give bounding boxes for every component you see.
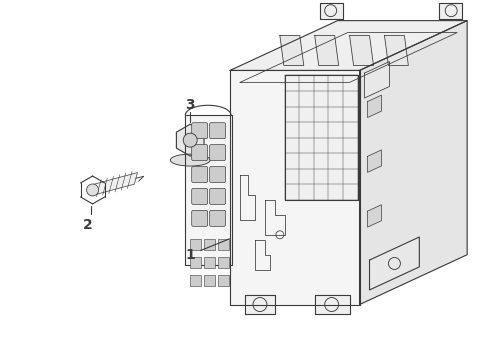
- Polygon shape: [285, 75, 358, 200]
- Bar: [204, 239, 215, 250]
- Polygon shape: [280, 36, 304, 66]
- FancyBboxPatch shape: [192, 123, 208, 139]
- Polygon shape: [385, 36, 408, 66]
- FancyBboxPatch shape: [210, 123, 225, 139]
- FancyBboxPatch shape: [210, 145, 225, 161]
- Polygon shape: [439, 3, 462, 19]
- Bar: [218, 275, 229, 285]
- Polygon shape: [315, 294, 349, 315]
- Ellipse shape: [171, 154, 210, 166]
- Bar: [204, 257, 215, 268]
- Polygon shape: [319, 3, 343, 19]
- Polygon shape: [360, 21, 467, 305]
- Polygon shape: [176, 124, 204, 156]
- Polygon shape: [368, 95, 382, 117]
- Polygon shape: [315, 36, 339, 66]
- Polygon shape: [91, 172, 137, 196]
- Text: 3: 3: [185, 98, 195, 112]
- Bar: [190, 257, 201, 268]
- Bar: [218, 239, 229, 250]
- Polygon shape: [368, 205, 382, 227]
- Polygon shape: [230, 21, 467, 71]
- Circle shape: [183, 133, 197, 147]
- FancyBboxPatch shape: [210, 210, 225, 226]
- FancyBboxPatch shape: [210, 189, 225, 204]
- Bar: [204, 275, 215, 285]
- Polygon shape: [230, 71, 360, 305]
- Text: 1: 1: [185, 239, 229, 262]
- Polygon shape: [185, 115, 232, 265]
- Polygon shape: [245, 294, 275, 315]
- Bar: [190, 239, 201, 250]
- FancyBboxPatch shape: [192, 167, 208, 183]
- Polygon shape: [349, 36, 373, 66]
- FancyBboxPatch shape: [192, 210, 208, 226]
- Polygon shape: [365, 62, 390, 98]
- FancyBboxPatch shape: [210, 167, 225, 183]
- Text: 2: 2: [83, 218, 93, 232]
- FancyBboxPatch shape: [192, 189, 208, 204]
- FancyBboxPatch shape: [192, 145, 208, 161]
- Bar: [190, 275, 201, 285]
- Polygon shape: [368, 150, 382, 172]
- Polygon shape: [369, 237, 419, 290]
- Circle shape: [87, 184, 98, 196]
- Bar: [218, 257, 229, 268]
